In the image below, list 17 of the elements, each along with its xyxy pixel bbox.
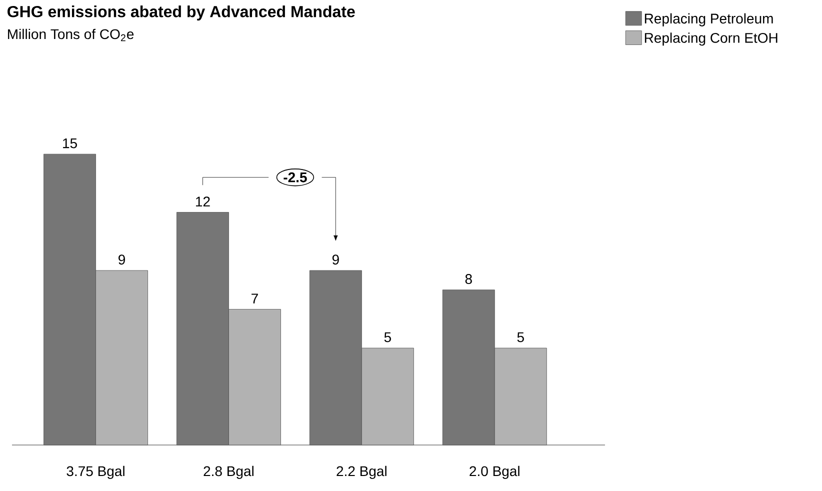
legend-label: Replacing Corn EtOH (644, 32, 778, 46)
data-label: 5 (384, 332, 391, 342)
data-label: 15 (63, 138, 77, 148)
data-label: 5 (517, 332, 524, 342)
annotation: -2.5 (284, 172, 307, 182)
data-label: 8 (465, 274, 472, 284)
data-label: 9 (118, 254, 125, 265)
data-label: 9 (332, 254, 339, 265)
chart-subtitle: Million Tons of CO$_{2}$e (8, 28, 134, 42)
data-label: 12 (196, 196, 210, 206)
legend-label: Replacing Petroleum (644, 13, 773, 26)
data-label: 7 (252, 294, 258, 304)
x-tick-label: 2.2 Bgal (336, 466, 386, 479)
x-tick-label: 2.0 Bgal (470, 466, 520, 479)
x-tick-label: 3.75 Bgal (66, 466, 124, 479)
chart-title: GHG emissions abated by Advanced Mandate (8, 6, 355, 20)
x-tick-label: 2.8 Bgal (204, 466, 254, 479)
